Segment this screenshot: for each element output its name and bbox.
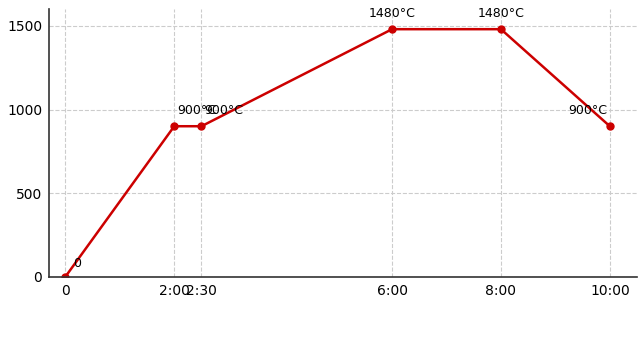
Temperature bbox=[388, 27, 396, 31]
Text: 1480°C: 1480°C bbox=[368, 7, 415, 20]
Text: 1480°C: 1480°C bbox=[477, 7, 524, 20]
Text: 0: 0 bbox=[73, 257, 82, 270]
Temperature bbox=[497, 27, 505, 31]
Temperature bbox=[61, 275, 69, 279]
Temperature bbox=[606, 124, 614, 128]
Temperature bbox=[171, 124, 178, 128]
Line: Temperature: Temperature bbox=[62, 26, 613, 280]
Text: 900°C: 900°C bbox=[568, 104, 607, 117]
Legend: Temperature: Temperature bbox=[281, 343, 404, 346]
Text: 900°C: 900°C bbox=[204, 104, 243, 117]
Temperature bbox=[198, 124, 205, 128]
Text: 900°C: 900°C bbox=[177, 104, 216, 117]
